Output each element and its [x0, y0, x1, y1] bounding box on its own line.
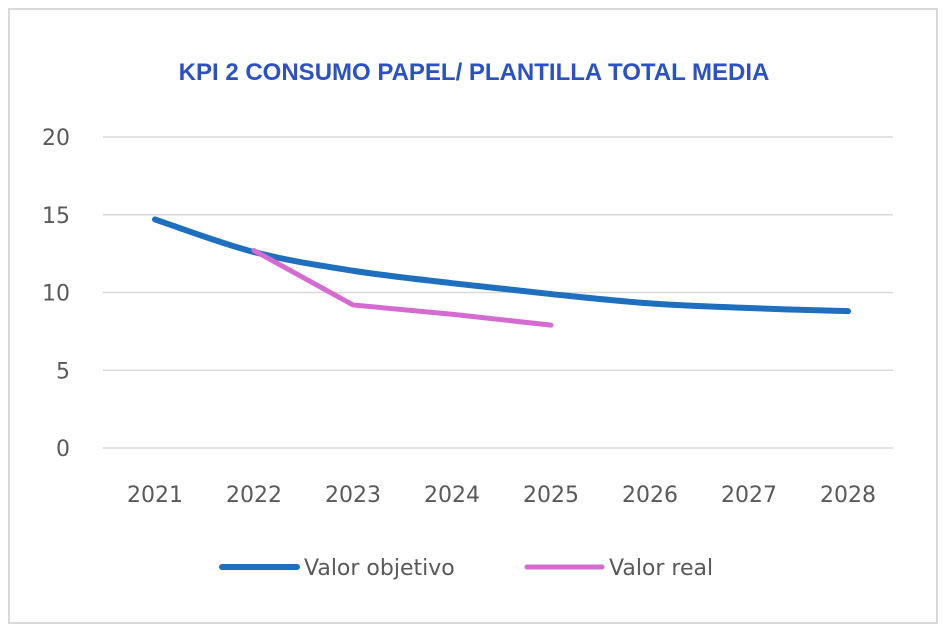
series-line-1 [251, 248, 554, 328]
series-line-0 [152, 216, 851, 315]
y-tick-label: 15 [42, 204, 70, 229]
grid-lines [103, 136, 893, 449]
x-tick-label: 2024 [424, 483, 480, 508]
y-tick-label: 10 [42, 282, 70, 307]
x-axis-ticks: 2021 2022 2023 2024 2025 2026 2027 2028 [127, 483, 876, 508]
y-tick-label: 0 [56, 437, 70, 462]
legend-label: Valor real [609, 556, 713, 581]
x-tick-label: 2023 [325, 483, 381, 508]
series-lines [152, 216, 851, 328]
legend-label: Valor objetivo [304, 556, 455, 581]
x-tick-label: 2021 [127, 483, 183, 508]
x-tick-label: 2027 [721, 483, 777, 508]
legend: Valor objetivo Valor real [219, 556, 713, 581]
y-tick-label: 5 [56, 359, 70, 384]
x-tick-label: 2026 [622, 483, 678, 508]
chart-title: KPI 2 CONSUMO PAPEL/ PLANTILLA TOTAL MED… [179, 59, 770, 86]
y-tick-label: 20 [42, 126, 70, 151]
x-tick-label: 2022 [226, 483, 282, 508]
x-tick-label: 2028 [820, 483, 876, 508]
y-axis-ticks: 0 5 10 15 20 [42, 126, 70, 462]
x-tick-label: 2025 [523, 483, 579, 508]
